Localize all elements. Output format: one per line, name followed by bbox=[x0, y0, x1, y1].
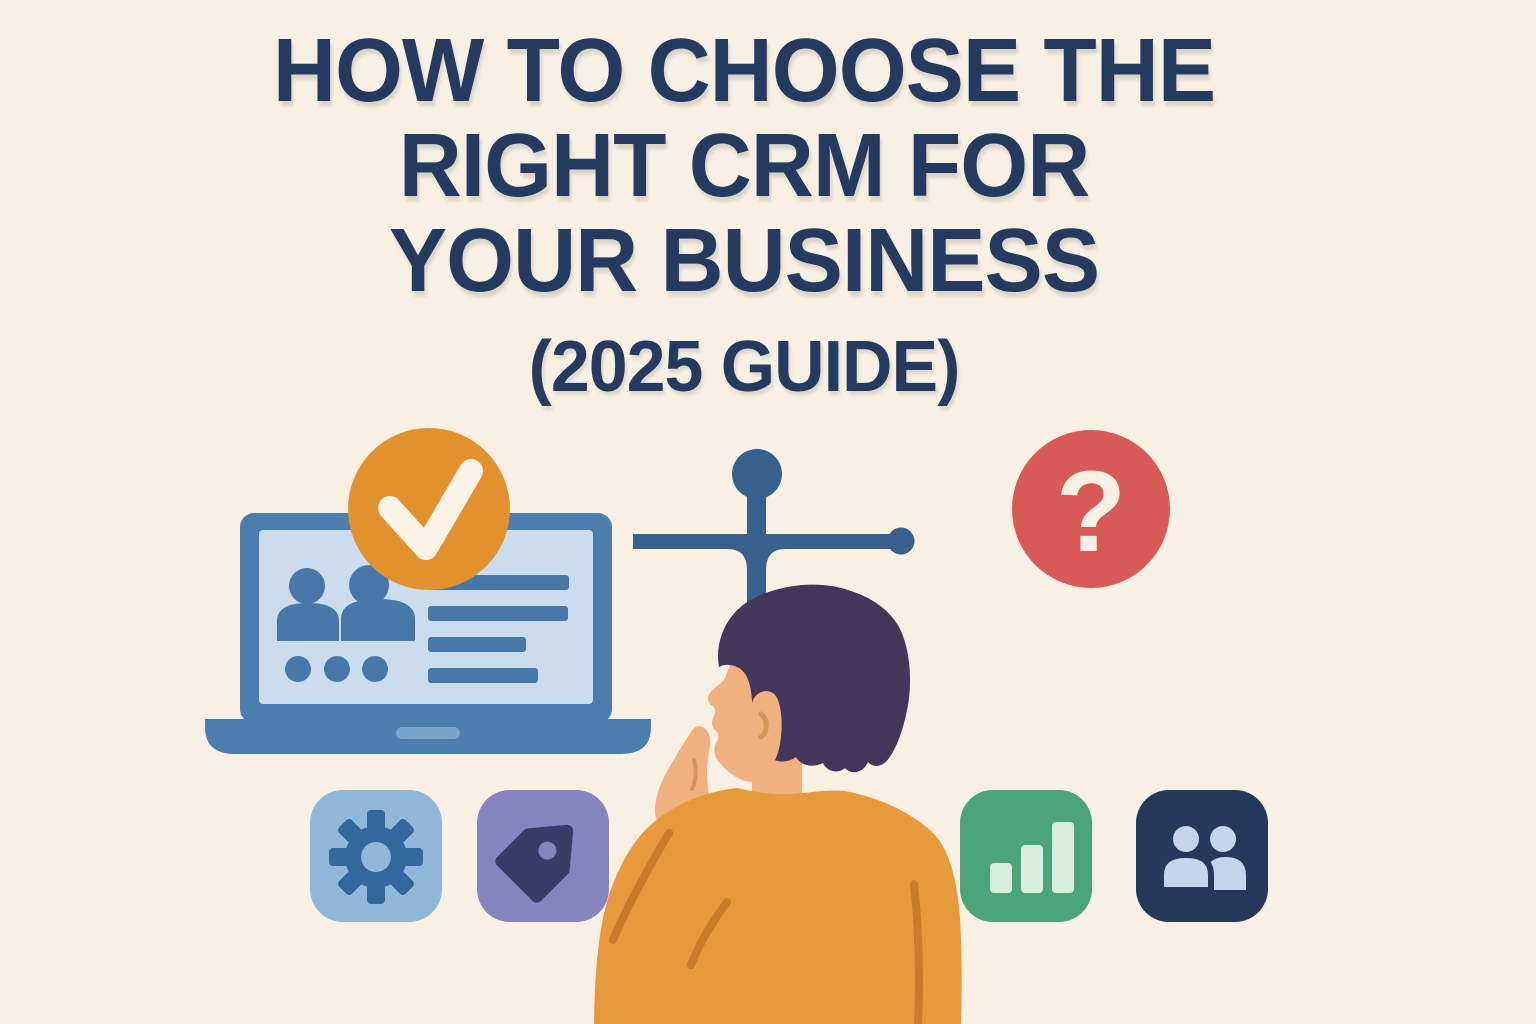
title-line-3: YOUR BUSINESS bbox=[388, 211, 1100, 311]
person-hand-crease bbox=[690, 758, 698, 791]
bar-chart-icon bbox=[960, 790, 1092, 922]
settings-gear-icon bbox=[310, 790, 442, 922]
contact-avatar-body bbox=[277, 603, 339, 641]
contact-avatar-body bbox=[341, 599, 415, 641]
tree-right-node bbox=[887, 527, 915, 555]
feature-icons-row bbox=[310, 790, 1268, 922]
decision-tree-icon bbox=[633, 449, 915, 620]
price-tag-icon bbox=[477, 790, 609, 922]
text-line-bar bbox=[428, 637, 526, 652]
contact-avatar-head bbox=[349, 565, 389, 605]
tree-stem bbox=[747, 494, 766, 620]
gear-glyph bbox=[329, 810, 423, 904]
text-line-bar bbox=[428, 606, 568, 621]
tag-glyph bbox=[495, 824, 574, 903]
title-line-1: HOW TO CHOOSE THE bbox=[272, 21, 1216, 121]
laptop-base-notch bbox=[396, 727, 460, 739]
check-badge-circle bbox=[348, 428, 510, 590]
person-ear-line bbox=[758, 711, 769, 740]
contact-avatar-head bbox=[289, 568, 325, 604]
check-icon bbox=[378, 459, 483, 560]
thinking-person-illustration bbox=[594, 584, 962, 1024]
check-badge bbox=[348, 428, 510, 590]
people-glyph bbox=[1158, 826, 1246, 893]
page-title: HOW TO CHOOSE THE RIGHT CRM FOR YOUR BUS… bbox=[22, 24, 1465, 411]
tree-fillet-right bbox=[766, 549, 785, 570]
title-line-2: RIGHT CRM FOR bbox=[398, 116, 1091, 216]
chart-bars-glyph bbox=[990, 822, 1074, 893]
tree-branch-bar bbox=[633, 534, 901, 549]
question-mark-icon: ? bbox=[1056, 448, 1126, 576]
team-people-icon bbox=[1136, 790, 1268, 922]
title-subtitle: (2025 GUIDE) bbox=[528, 327, 961, 407]
question-badge-circle bbox=[1012, 430, 1170, 588]
contact-dot bbox=[362, 656, 388, 682]
shirt-seams bbox=[609, 829, 923, 1024]
tree-fillet-left bbox=[728, 549, 747, 570]
contact-dot bbox=[285, 656, 311, 682]
tree-top-node bbox=[732, 449, 782, 499]
person-shirt bbox=[594, 788, 962, 1024]
text-line-bar bbox=[428, 668, 538, 683]
contact-dot bbox=[324, 656, 350, 682]
question-badge: ? bbox=[1012, 430, 1170, 588]
